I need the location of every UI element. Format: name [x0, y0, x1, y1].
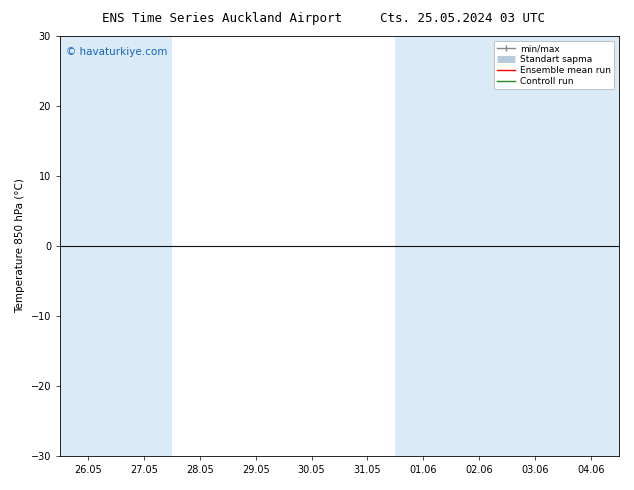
Bar	[396, 36, 451, 456]
Text: Cts. 25.05.2024 03 UTC: Cts. 25.05.2024 03 UTC	[380, 12, 545, 25]
Bar	[451, 36, 507, 456]
Text: ENS Time Series Auckland Airport: ENS Time Series Auckland Airport	[102, 12, 342, 25]
Text: © havaturkiye.com: © havaturkiye.com	[66, 47, 167, 57]
Bar	[507, 36, 563, 456]
Y-axis label: Temperature 850 hPa (°C): Temperature 850 hPa (°C)	[15, 179, 25, 314]
Bar	[563, 36, 619, 456]
Legend: min/max, Standart sapma, Ensemble mean run, Controll run: min/max, Standart sapma, Ensemble mean r…	[494, 41, 614, 89]
Bar	[116, 36, 172, 456]
Bar	[60, 36, 116, 456]
